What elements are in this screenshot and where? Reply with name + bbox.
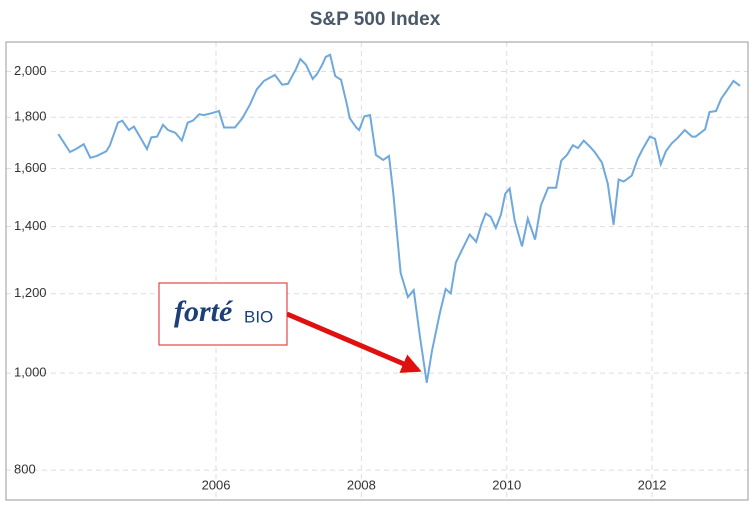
y-tick-label: 1,800 bbox=[14, 109, 47, 124]
logo-box bbox=[158, 282, 288, 346]
arrow bbox=[286, 311, 422, 373]
y-tick-label: 1,200 bbox=[14, 285, 47, 300]
y-tick-label: 800 bbox=[14, 462, 36, 477]
y-tick-label: 2,000 bbox=[14, 63, 47, 78]
grid bbox=[6, 42, 748, 500]
y-tick-label: 1,400 bbox=[14, 218, 47, 233]
plot: 800 1,000 1,200 1,400 1,600 1,800 2,000 2006 200… bbox=[14, 53, 741, 492]
plot-frame bbox=[5, 41, 749, 501]
logo-brand: forté bbox=[174, 295, 234, 328]
x-tick-label: 2010 bbox=[492, 477, 521, 492]
y-tick-label: 1,600 bbox=[14, 160, 47, 175]
logo-suffix: BIO bbox=[244, 307, 273, 326]
y-tick-label: 1,000 bbox=[14, 365, 47, 380]
line bbox=[57, 53, 741, 383]
x-tick-label: 2006 bbox=[202, 477, 231, 492]
chart-title: S&P 500 Index bbox=[310, 9, 441, 30]
x-tick-label: 2008 bbox=[347, 477, 376, 492]
x-tick-label: 2012 bbox=[638, 477, 667, 492]
